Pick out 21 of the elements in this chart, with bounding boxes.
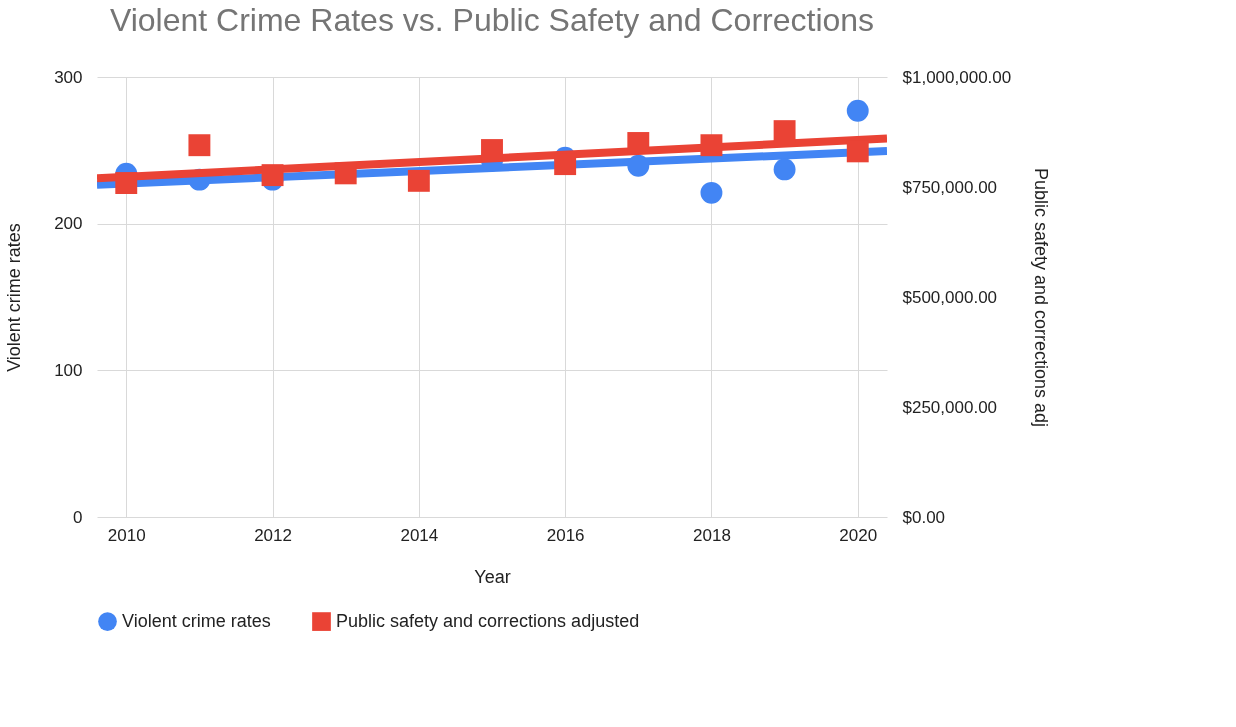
y2-tick-label: $750,000.00 [902, 177, 998, 197]
y-tick-label: 200 [54, 214, 83, 234]
y2-tick-label: $1,000,000.00 [902, 67, 1012, 87]
y-tick-label: 300 [54, 67, 83, 87]
x-axis-title: Year [474, 566, 511, 587]
x-tick-label: 2012 [254, 525, 292, 545]
x-tick-label: 2014 [400, 525, 439, 545]
y-tick-label: 100 [54, 360, 83, 380]
x-tick-label: 2020 [839, 525, 878, 545]
chart-title: Violent Crime Rates vs. Public Safety and Corrections [109, 2, 875, 38]
y-axis-title: Violent crime rates [4, 223, 25, 372]
x-tick-label: 2010 [107, 525, 146, 545]
y2-tick-label: $500,000.00 [902, 287, 998, 307]
x-tick-label: 2016 [546, 525, 585, 545]
y2-tick-label: $0.00 [902, 507, 946, 527]
y-tick-label: 0 [73, 507, 83, 527]
legend-label: Public safety and corrections adjusted [336, 610, 640, 631]
y2-tick-label: $250,000.00 [902, 397, 998, 417]
legend-label: Violent crime rates [122, 610, 271, 631]
x-tick-label: 2018 [693, 525, 731, 545]
y2-axis-title: Public safety and corrections adj [1031, 167, 1052, 428]
